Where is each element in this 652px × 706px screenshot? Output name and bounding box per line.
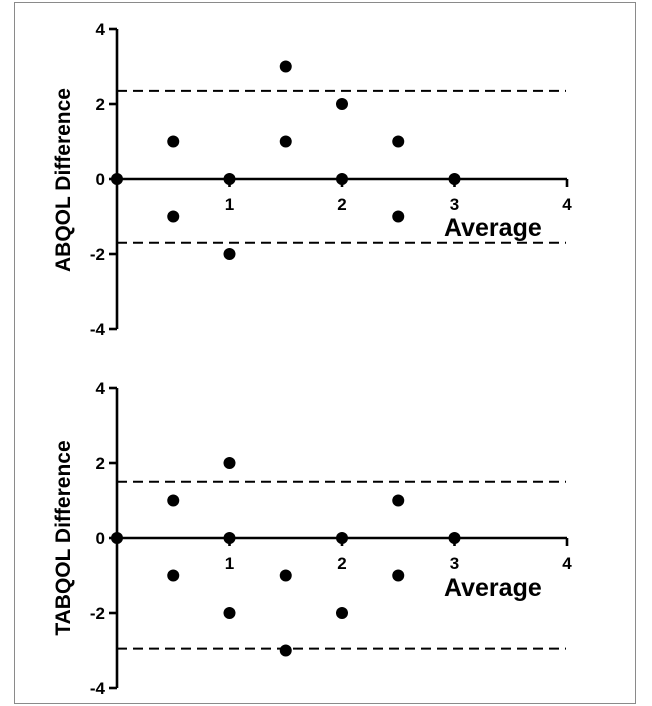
data-point	[167, 210, 180, 223]
chart-marks: 4 2 0 -2 -4 1 2 3 4	[90, 379, 572, 698]
x-axis-label: Average	[444, 214, 542, 242]
x-tick-label: 3	[450, 195, 459, 214]
data-point	[448, 173, 461, 185]
y-tick-label: 0	[96, 529, 105, 548]
y-tick-label: -2	[90, 245, 105, 264]
data-point	[392, 210, 405, 223]
x-axis-label: Average	[444, 574, 542, 602]
x-tick-label: 2	[337, 195, 346, 214]
chart-marks: 4 2 0 -2 -4 1 2 3 4	[90, 20, 572, 339]
y-tick-label: 0	[96, 170, 105, 189]
data-point	[336, 607, 348, 619]
data-point	[223, 607, 236, 619]
data-point	[167, 135, 180, 148]
data-point	[167, 494, 180, 507]
data-point	[448, 532, 461, 544]
y-tick-label: -4	[90, 320, 106, 339]
data-point	[392, 135, 405, 148]
data-point	[336, 532, 348, 544]
x-tick-label: 3	[450, 554, 459, 573]
data-point	[223, 532, 236, 544]
data-point	[223, 457, 236, 469]
data-point	[223, 173, 236, 185]
x-tick-label: 2	[337, 554, 346, 573]
data-point	[279, 569, 292, 582]
x-tick-label: 1	[225, 195, 234, 214]
data-point	[111, 173, 123, 185]
y-tick-label: -4	[90, 679, 106, 698]
data-point	[111, 532, 123, 544]
x-tick-label: 1	[225, 554, 234, 573]
data-point	[336, 98, 348, 110]
chart-panel-abqol: ABQOL Difference Average 4 2 0 -2 -4 1 2 3 4	[52, 20, 572, 339]
chart-panel-tabqol: TABQOL Difference Average 4 2 0 -2 -4 1 2 3 4	[52, 379, 572, 698]
y-tick-label: -2	[90, 604, 105, 623]
data-point	[336, 173, 348, 185]
data-point	[223, 248, 236, 260]
data-point	[279, 60, 292, 73]
y-tick-label: 2	[96, 454, 105, 473]
y-axis-label: ABQOL Difference	[52, 88, 75, 272]
x-tick-label: 4	[562, 195, 572, 214]
data-point	[279, 135, 292, 148]
y-tick-label: 4	[96, 20, 106, 39]
y-tick-label: 2	[96, 95, 105, 114]
data-point	[279, 644, 292, 657]
y-tick-label: 4	[96, 379, 106, 398]
x-tick-label: 4	[562, 554, 572, 573]
y-axis-label: TABQOL Difference	[52, 440, 75, 635]
data-point	[167, 569, 180, 582]
data-point	[392, 494, 405, 507]
data-point	[392, 569, 405, 582]
